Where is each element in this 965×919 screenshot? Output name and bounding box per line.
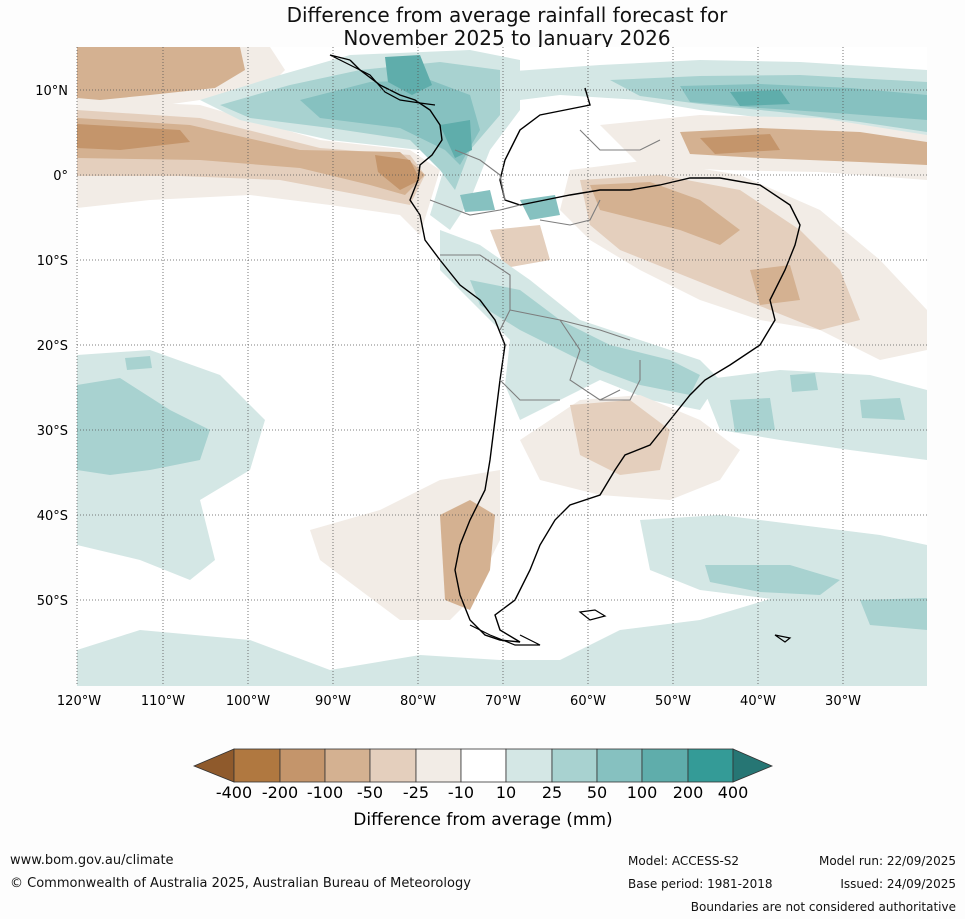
colorbar: -400 -200 -100 -50 -25 -10 10 25 50 100 … <box>192 748 774 830</box>
colorbar-tick-labels: -400 -200 -100 -50 -25 -10 10 25 50 100 … <box>216 783 748 802</box>
dry-anomaly-north-pacific <box>77 47 245 100</box>
dry-anomaly-uruguay <box>570 400 670 475</box>
title-line-2: November 2025 to January 2026 <box>343 26 671 50</box>
wet-anomaly-south-atlantic <box>730 373 905 432</box>
map-panel <box>76 47 927 686</box>
colorbar-tick-label: -10 <box>448 783 474 802</box>
title-line-1: Difference from average rainfall forecas… <box>286 3 728 27</box>
colorbar-tick-label: 10 <box>496 783 516 802</box>
lon-label: 60°W <box>570 694 606 709</box>
lon-label: 100°W <box>226 694 270 709</box>
wet-anomaly-central-corridor <box>470 280 700 395</box>
lon-label: 90°W <box>315 694 351 709</box>
lon-label: 40°W <box>740 694 776 709</box>
colorbar-swatch <box>687 748 734 783</box>
colorbar-swatch <box>551 748 598 783</box>
model-run-date: Model run: 22/09/2025 <box>818 854 956 868</box>
lon-label: 70°W <box>485 694 521 709</box>
graticule <box>76 47 927 686</box>
dry-anomaly-equatorial-atlantic-strong <box>700 134 780 154</box>
website-link[interactable]: www.bom.gov.au/climate <box>10 853 174 868</box>
lat-label: 30°S <box>37 424 68 439</box>
wet-anomaly-south-atlantic-light <box>700 370 927 460</box>
colorbar-title: Difference from average (mm) <box>353 810 612 830</box>
colorbar-swatch <box>505 748 553 783</box>
copyright-notice: © Commonwealth of Australia 2025, Austra… <box>10 876 471 891</box>
colorbar-swatch <box>233 748 281 783</box>
lon-label: 50°W <box>655 694 691 709</box>
dry-anomaly-brazil-core <box>590 182 800 305</box>
wet-anomaly-tropical-pacific-core <box>300 80 480 165</box>
map-title: Difference from average rainfall forecas… <box>0 4 965 50</box>
colorbar-tick-label: 200 <box>673 783 704 802</box>
lon-label: 120°W <box>57 694 101 709</box>
lat-label: 20°S <box>37 339 68 354</box>
colorbar-swatch <box>324 748 371 783</box>
colorbar-tick-label: 100 <box>627 783 658 802</box>
lat-label: 40°S <box>37 509 68 524</box>
wet-anomaly-southern-ocean-light <box>77 590 927 686</box>
latitude-labels: 10°N 0° 10°S 20°S 30°S 40°S 50°S <box>35 84 68 609</box>
colorbar-tick-label: 25 <box>542 783 562 802</box>
colorbar-swatch <box>596 748 643 783</box>
lat-label: 50°S <box>37 594 68 609</box>
colorbar-tick-label: 400 <box>718 783 749 802</box>
colorbar-extend-min <box>192 748 235 783</box>
longitude-labels: 120°W 110°W 100°W 90°W 80°W 70°W 60°W 50… <box>57 694 861 709</box>
colorbar-tick-label: -200 <box>262 783 298 802</box>
central-america-coastline <box>329 54 436 106</box>
coastlines-and-borders <box>329 54 801 646</box>
south-georgia-outline <box>774 634 792 643</box>
lon-label: 110°W <box>141 694 185 709</box>
colorbar-tick-label: -400 <box>216 783 252 802</box>
lon-label: 30°W <box>825 694 861 709</box>
colorbar-swatch <box>369 748 417 783</box>
colorbar-swatch <box>460 748 507 783</box>
lat-label: 0° <box>53 169 68 184</box>
wet-anomaly-south-atlantic-east-light <box>640 515 927 610</box>
south-america-coastline <box>349 59 801 643</box>
wet-anomaly-amazon-core <box>460 190 560 220</box>
colorbar-tick-label: -25 <box>403 783 429 802</box>
dry-anomaly-patagonia <box>440 500 495 610</box>
wet-anomaly-south-atlantic-east <box>705 565 927 630</box>
wet-anomaly-central-america-strong <box>385 55 472 158</box>
issued-date: Issued: 24/09/2025 <box>840 877 956 891</box>
rainfall-anomaly-fields <box>77 47 927 686</box>
base-period: Base period: 1981-2018 <box>628 877 773 891</box>
lon-label: 80°W <box>400 694 436 709</box>
lat-label: 10°S <box>37 254 68 269</box>
colorbar-tick-label: -100 <box>307 783 343 802</box>
falkland-islands-outline <box>578 609 607 621</box>
model-name: Model: ACCESS-S2 <box>628 854 740 868</box>
colorbar-tick-label: -50 <box>357 783 383 802</box>
wet-anomaly-south-pacific <box>77 356 210 475</box>
colorbar-tick-label: 50 <box>587 783 607 802</box>
colorbar-swatch <box>641 748 689 783</box>
colorbar-swatch <box>279 748 326 783</box>
boundaries-disclaimer: Boundaries are not considered authoritat… <box>690 900 956 914</box>
colorbar-swatch <box>415 748 462 783</box>
internal-borders <box>429 129 661 401</box>
lat-label: 10°N <box>35 84 68 99</box>
patagonia-islands <box>469 609 792 646</box>
tierra-del-fuego-outline <box>469 624 541 646</box>
wet-anomaly-north-atlantic-strong <box>730 90 790 106</box>
colorbar-extend-max <box>732 748 774 783</box>
